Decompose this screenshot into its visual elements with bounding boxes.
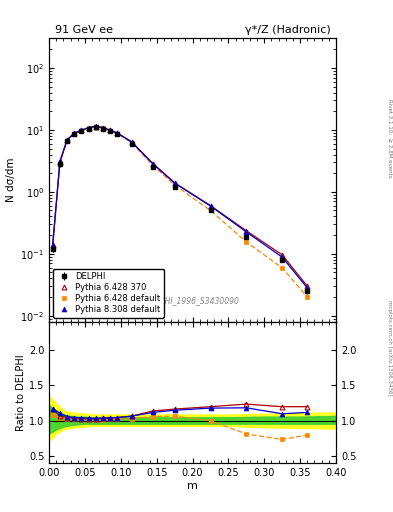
Pythia 8.308 default	[101, 124, 105, 131]
Y-axis label: N dσ/dm: N dσ/dm	[6, 158, 16, 202]
X-axis label: m: m	[187, 481, 198, 491]
Pythia 6.428 370	[101, 124, 105, 131]
Text: γ*/Z (Hadronic): γ*/Z (Hadronic)	[244, 25, 330, 35]
Pythia 6.428 default	[244, 239, 249, 245]
Pythia 6.428 default	[65, 138, 70, 144]
Pythia 8.308 default	[50, 242, 55, 248]
Pythia 6.428 370	[57, 159, 62, 165]
Pythia 8.308 default	[244, 229, 249, 235]
Pythia 6.428 default	[79, 127, 84, 134]
Pythia 6.428 370	[172, 180, 177, 186]
Pythia 8.308 default	[79, 127, 84, 133]
Pythia 8.308 default	[305, 285, 310, 291]
Pythia 8.308 default	[280, 254, 285, 260]
Pythia 6.428 default	[115, 131, 119, 137]
Text: 91 GeV ee: 91 GeV ee	[55, 25, 113, 35]
Pythia 6.428 default	[94, 124, 98, 130]
Text: Rivet 3.1.10;  ≥ 2.8M events: Rivet 3.1.10; ≥ 2.8M events	[387, 99, 392, 178]
Pythia 6.428 370	[108, 127, 112, 133]
Pythia 6.428 370	[115, 130, 119, 136]
Pythia 6.428 default	[101, 125, 105, 131]
Pythia 6.428 default	[50, 244, 55, 250]
Pythia 6.428 370	[280, 252, 285, 258]
Pythia 6.428 default	[280, 265, 285, 271]
Pythia 8.308 default	[172, 180, 177, 186]
Pythia 6.428 default	[208, 207, 213, 214]
Pythia 8.308 default	[72, 130, 77, 136]
Pythia 6.428 default	[108, 127, 112, 134]
Pythia 6.428 default	[57, 160, 62, 166]
Pythia 8.308 default	[86, 124, 91, 131]
Pythia 8.308 default	[57, 158, 62, 164]
Pythia 8.308 default	[94, 123, 98, 130]
Pythia 6.428 370	[129, 139, 134, 145]
Pythia 8.308 default	[151, 161, 156, 167]
Pythia 6.428 370	[244, 228, 249, 234]
Pythia 6.428 370	[65, 137, 70, 143]
Pythia 6.428 default	[86, 125, 91, 131]
Pythia 6.428 default	[129, 140, 134, 146]
Pythia 6.428 370	[94, 123, 98, 130]
Pythia 6.428 default	[72, 131, 77, 137]
Pythia 6.428 default	[172, 182, 177, 188]
Line: Pythia 6.428 370: Pythia 6.428 370	[50, 124, 310, 289]
Pythia 6.428 default	[151, 162, 156, 168]
Pythia 8.308 default	[108, 127, 112, 133]
Y-axis label: Ratio to DELPHI: Ratio to DELPHI	[16, 354, 26, 431]
Pythia 6.428 370	[208, 203, 213, 209]
Text: mcplots.cern.ch [arXiv:1306.3436]: mcplots.cern.ch [arXiv:1306.3436]	[387, 301, 392, 396]
Text: DELPHI_1996_S3430090: DELPHI_1996_S3430090	[146, 296, 239, 305]
Legend: DELPHI, Pythia 6.428 370, Pythia 6.428 default, Pythia 8.308 default: DELPHI, Pythia 6.428 370, Pythia 6.428 d…	[53, 269, 163, 317]
Pythia 8.308 default	[129, 139, 134, 145]
Pythia 8.308 default	[65, 137, 70, 143]
Pythia 6.428 370	[79, 127, 84, 134]
Pythia 6.428 370	[50, 242, 55, 248]
Pythia 6.428 370	[151, 161, 156, 167]
Pythia 6.428 370	[86, 125, 91, 131]
Pythia 6.428 370	[72, 130, 77, 136]
Pythia 6.428 370	[305, 283, 310, 289]
Pythia 6.428 default	[305, 294, 310, 300]
Line: Pythia 6.428 default: Pythia 6.428 default	[50, 124, 310, 300]
Pythia 8.308 default	[208, 203, 213, 209]
Line: Pythia 8.308 default: Pythia 8.308 default	[50, 124, 310, 290]
Pythia 8.308 default	[115, 130, 119, 136]
